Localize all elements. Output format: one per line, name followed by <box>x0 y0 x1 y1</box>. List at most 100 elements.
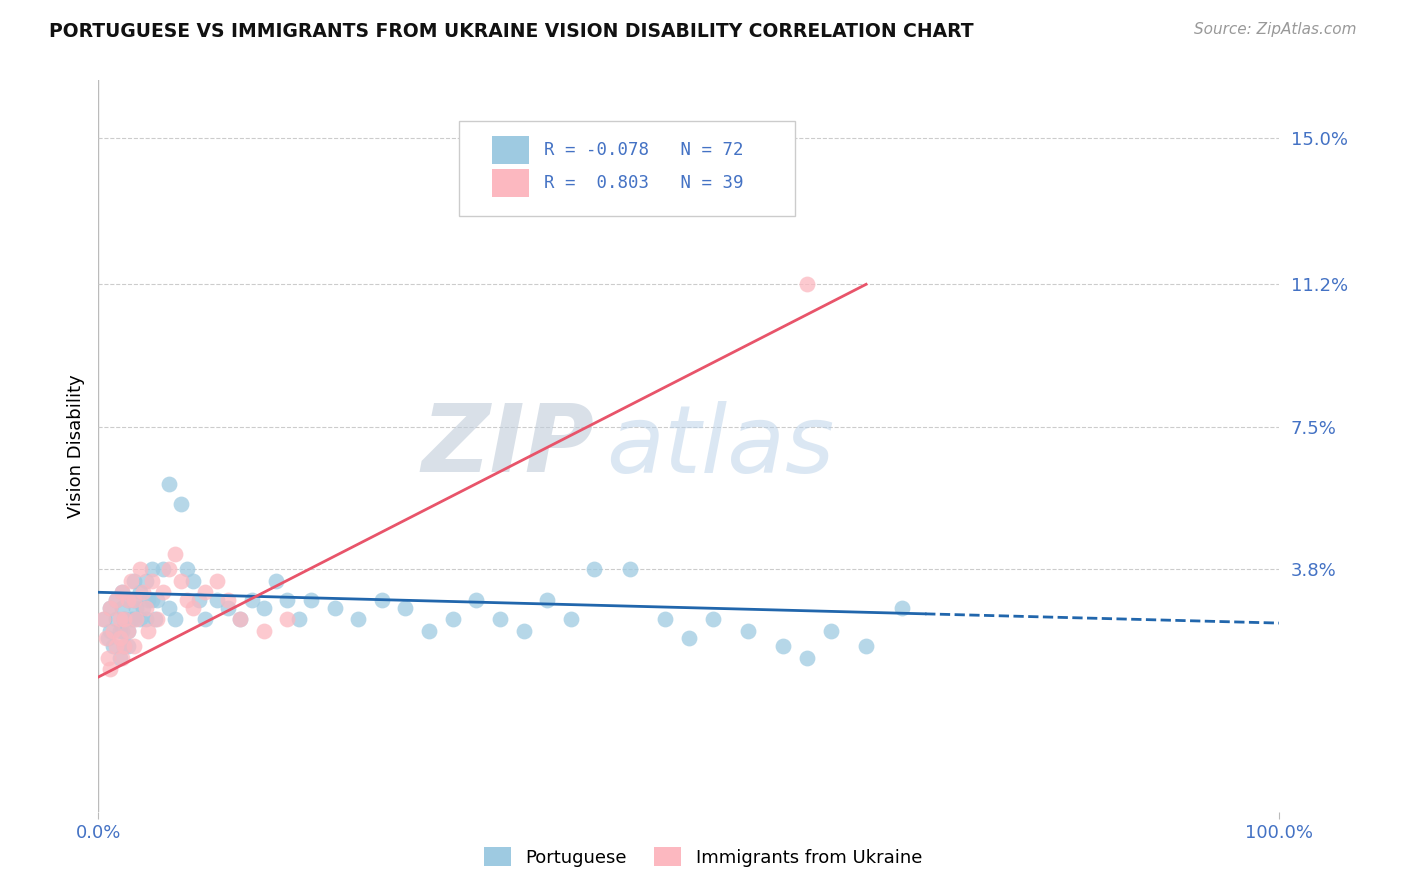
Point <box>122 639 145 653</box>
Point <box>194 585 217 599</box>
Point <box>132 600 155 615</box>
Point <box>181 574 204 588</box>
Point <box>117 639 139 653</box>
Point <box>560 612 582 626</box>
Point <box>170 574 193 588</box>
Text: PORTUGUESE VS IMMIGRANTS FROM UKRAINE VISION DISABILITY CORRELATION CHART: PORTUGUESE VS IMMIGRANTS FROM UKRAINE VI… <box>49 22 974 41</box>
Point <box>135 600 157 615</box>
Point <box>108 624 131 638</box>
Text: R = -0.078   N = 72: R = -0.078 N = 72 <box>544 141 744 159</box>
Point <box>111 600 134 615</box>
Point <box>796 277 818 292</box>
Point <box>101 624 124 638</box>
Text: atlas: atlas <box>606 401 835 491</box>
Point <box>276 612 298 626</box>
Point <box>583 562 606 576</box>
Legend: Portuguese, Immigrants from Ukraine: Portuguese, Immigrants from Ukraine <box>477 840 929 874</box>
Point <box>157 562 180 576</box>
Point <box>128 585 150 599</box>
Point <box>122 612 145 626</box>
Point <box>97 650 120 665</box>
Point <box>141 574 163 588</box>
FancyBboxPatch shape <box>458 120 796 216</box>
Point <box>165 612 187 626</box>
Point <box>111 585 134 599</box>
Point <box>187 593 209 607</box>
Point <box>135 574 157 588</box>
Point <box>112 639 135 653</box>
Point <box>132 585 155 599</box>
Point <box>176 593 198 607</box>
Point <box>253 600 276 615</box>
Point <box>111 585 134 599</box>
Point <box>141 562 163 576</box>
Point <box>299 593 322 607</box>
Bar <box>492 169 530 196</box>
Point <box>536 593 558 607</box>
Point <box>181 600 204 615</box>
Point <box>97 632 120 646</box>
Point <box>170 497 193 511</box>
Point <box>112 639 135 653</box>
Point <box>394 600 416 615</box>
Point <box>122 593 145 607</box>
Point <box>122 593 145 607</box>
Point <box>128 562 150 576</box>
Point <box>371 593 394 607</box>
Point <box>253 624 276 638</box>
Point <box>105 612 128 626</box>
Point <box>121 612 143 626</box>
Point <box>108 612 131 626</box>
Point <box>112 612 135 626</box>
Text: ZIP: ZIP <box>422 400 595 492</box>
Point <box>146 612 169 626</box>
Point <box>288 612 311 626</box>
Point <box>152 585 174 599</box>
Point <box>98 624 121 638</box>
Point <box>136 593 159 607</box>
Point <box>157 477 180 491</box>
Point <box>128 612 150 626</box>
Point <box>94 632 117 646</box>
Point <box>117 624 139 638</box>
Point <box>98 600 121 615</box>
Point <box>347 612 370 626</box>
Point <box>108 650 131 665</box>
Point <box>702 612 724 626</box>
Point <box>117 624 139 638</box>
Point <box>157 600 180 615</box>
Point <box>91 612 114 626</box>
Point <box>141 593 163 607</box>
Point <box>176 562 198 576</box>
Point <box>229 612 252 626</box>
Point <box>93 612 115 626</box>
Point <box>98 662 121 676</box>
Point <box>229 612 252 626</box>
Point <box>165 547 187 561</box>
Point <box>98 600 121 615</box>
Point <box>194 612 217 626</box>
Point <box>101 639 124 653</box>
Point <box>678 632 700 646</box>
Point <box>772 639 794 653</box>
Point <box>146 593 169 607</box>
Point <box>105 639 128 653</box>
Point <box>217 593 239 607</box>
Point <box>890 600 912 615</box>
Point <box>737 624 759 638</box>
Point <box>117 593 139 607</box>
Point <box>654 612 676 626</box>
Text: Source: ZipAtlas.com: Source: ZipAtlas.com <box>1194 22 1357 37</box>
Point <box>117 593 139 607</box>
Text: R =  0.803   N = 39: R = 0.803 N = 39 <box>544 174 744 192</box>
Point <box>217 600 239 615</box>
Point <box>125 600 148 615</box>
Point <box>323 600 346 615</box>
Point <box>619 562 641 576</box>
Point <box>276 593 298 607</box>
Point <box>465 593 488 607</box>
Point <box>205 574 228 588</box>
Bar <box>492 136 530 163</box>
Point <box>121 574 143 588</box>
Point <box>111 650 134 665</box>
